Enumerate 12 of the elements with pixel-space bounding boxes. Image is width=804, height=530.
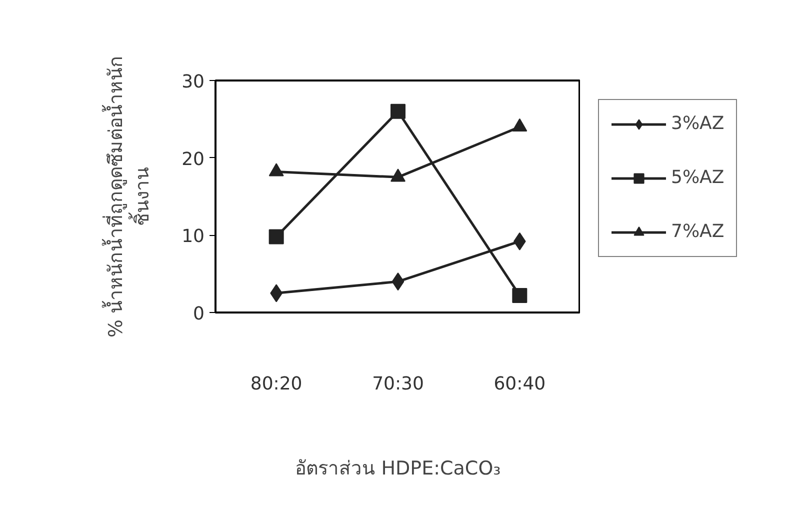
x-tick-label: 60:40 (494, 374, 546, 394)
y-tick-label: 20 (182, 148, 204, 170)
legend-label: 3%AZ (671, 113, 724, 134)
y-axis-title: % น้ำหนักน้ำที่ถูกดูดซึมต่อน้ำหนัก ชิ้นงาน (102, 55, 154, 338)
x-tick-label: 80:20 (250, 374, 302, 394)
x-axis-title: อัตราส่วน HDPE:CaCO₃ (295, 458, 501, 480)
legend-label: 5%AZ (671, 167, 724, 188)
y-tick-label: 0 (193, 304, 204, 324)
x-tick-label: 70:30 (372, 374, 424, 394)
legend-label: 7%AZ (671, 221, 724, 242)
y-tick-label: 30 (182, 72, 204, 92)
y-tick-label: 10 (182, 226, 204, 248)
